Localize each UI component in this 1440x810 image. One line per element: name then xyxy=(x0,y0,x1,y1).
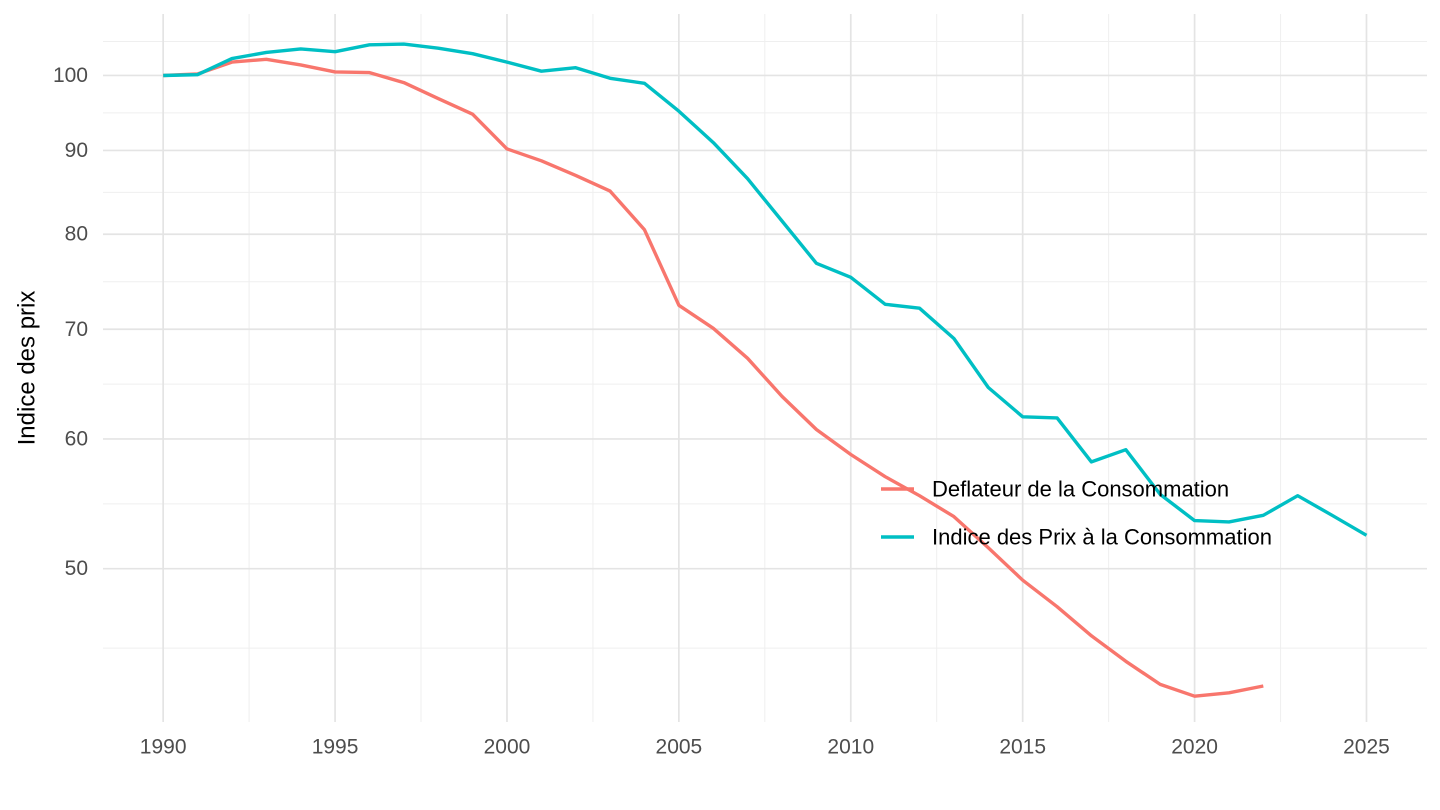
x-tick-label: 1995 xyxy=(312,736,359,759)
series-line-ipc xyxy=(163,42,1368,537)
series-lines xyxy=(163,42,1368,698)
axis-tick-labels: 100 90 80 70 60 50 1990 1995 2000 2005 2010 2015 202… xyxy=(53,64,1390,759)
x-tick-label: 2020 xyxy=(1171,736,1218,759)
y-tick-label: 80 xyxy=(65,223,88,246)
series-line-deflateur xyxy=(163,57,1264,698)
y-tick-label: 90 xyxy=(65,139,88,162)
legend-label-ipc: Indice des Prix à la Consommation xyxy=(932,525,1272,550)
x-tick-label: 2010 xyxy=(827,736,874,759)
gridlines xyxy=(103,14,1427,722)
y-tick-label: 100 xyxy=(53,64,88,87)
legend: Deflateur de la Consommation Indice des … xyxy=(881,477,1272,550)
x-tick-label: 2025 xyxy=(1343,736,1390,759)
x-tick-label: 1990 xyxy=(140,736,187,759)
legend-label-deflateur: Deflateur de la Consommation xyxy=(932,477,1229,502)
y-tick-label: 70 xyxy=(65,318,88,341)
y-tick-label: 50 xyxy=(65,557,88,580)
y-tick-label: 60 xyxy=(65,427,88,450)
x-tick-label: 2000 xyxy=(484,736,531,759)
x-tick-label: 2015 xyxy=(999,736,1046,759)
y-axis-title: Indice des prix xyxy=(14,291,41,446)
x-tick-label: 2005 xyxy=(656,736,703,759)
